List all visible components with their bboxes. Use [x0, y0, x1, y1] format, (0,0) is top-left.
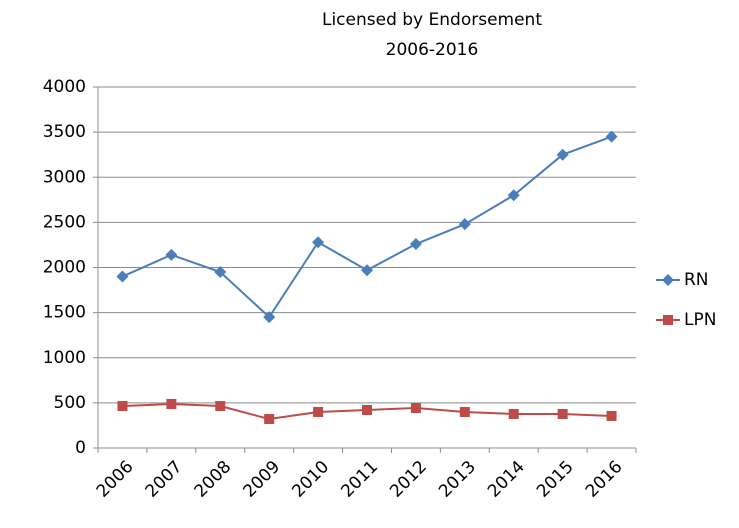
marker — [508, 408, 519, 419]
marker — [165, 248, 178, 261]
series-line — [122, 135, 612, 319]
marker — [362, 405, 372, 416]
y-tick-label: 1500 — [43, 303, 86, 323]
marker — [361, 264, 373, 277]
marker — [313, 406, 324, 417]
legend-label: LPN — [684, 310, 716, 330]
marker — [263, 311, 276, 324]
y-tick-label: 3500 — [43, 122, 86, 142]
marker — [507, 189, 520, 202]
y-tick-label: 0 — [75, 438, 86, 458]
marker — [459, 406, 470, 417]
x-tick-label: 2011 — [337, 457, 382, 502]
marker — [117, 401, 128, 412]
chart-subtitle: 2006-2016 — [386, 40, 479, 60]
marker — [214, 266, 227, 279]
x-tick-label: 2008 — [191, 457, 236, 502]
y-tick-label: 2500 — [43, 212, 86, 232]
y-tick-label: 2000 — [43, 258, 86, 278]
y-tick-label: 4000 — [43, 77, 86, 97]
marker — [409, 238, 422, 251]
x-tick-label: 2007 — [142, 457, 187, 502]
marker — [410, 403, 421, 414]
marker — [264, 414, 275, 425]
marker — [116, 270, 129, 283]
marker — [556, 148, 569, 161]
y-tick-label: 3000 — [43, 167, 86, 187]
chart-title: Licensed by Endorsement — [322, 10, 542, 30]
marker — [458, 218, 471, 231]
marker — [662, 274, 674, 286]
x-tick-label: 2006 — [93, 457, 138, 502]
x-tick-label: 2012 — [386, 457, 431, 502]
marker — [606, 410, 617, 421]
marker — [663, 315, 673, 325]
marker — [605, 130, 618, 143]
x-tick-label: 2016 — [582, 457, 627, 502]
marker — [312, 236, 325, 249]
legend-label: RN — [684, 270, 709, 290]
marker — [215, 401, 226, 412]
marker — [166, 398, 177, 409]
x-tick-label: 2010 — [288, 457, 333, 502]
x-tick-label: 2013 — [435, 457, 480, 502]
x-tick-label: 2014 — [484, 457, 529, 502]
y-tick-label: 1000 — [43, 348, 86, 368]
x-tick-label: 2009 — [240, 457, 285, 502]
marker — [557, 408, 568, 419]
x-tick-label: 2015 — [533, 457, 578, 502]
y-tick-label: 500 — [54, 393, 86, 413]
